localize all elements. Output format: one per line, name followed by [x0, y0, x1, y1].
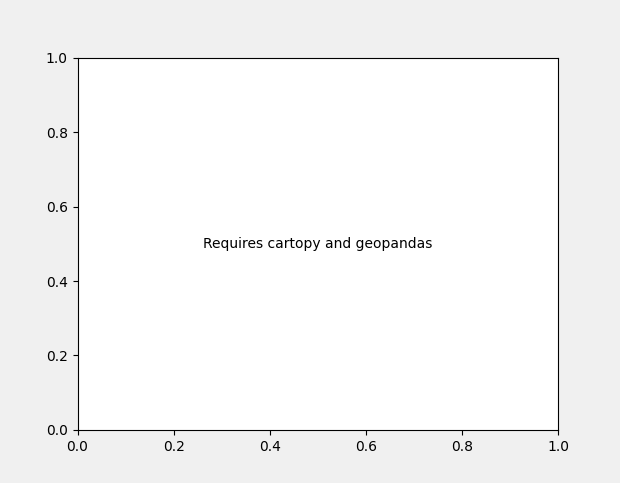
Text: Requires cartopy and geopandas: Requires cartopy and geopandas: [203, 237, 432, 251]
